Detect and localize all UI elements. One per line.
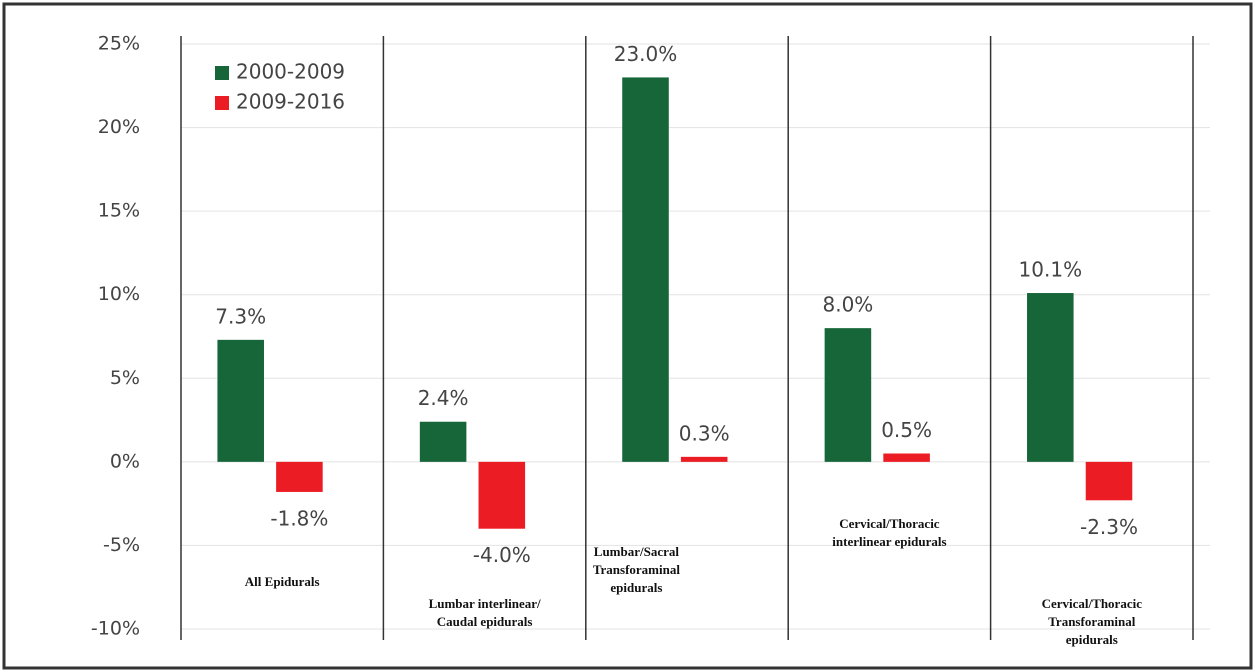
data-label: 10.1% [1019, 258, 1083, 282]
x-tick-label: All Epidurals [245, 574, 320, 589]
bar [217, 339, 264, 462]
x-tick-label: Cervical/Thoracic interlinear epidurals [832, 516, 946, 549]
y-tick-label: 20% [98, 116, 140, 138]
x-tick-label: Lumbar/Sacral Transforaminal epidurals [593, 544, 681, 595]
y-tick-label: 15% [98, 200, 140, 222]
y-tick-label: 10% [98, 283, 140, 305]
bar [1085, 461, 1133, 501]
legend-label: 2009-2016 [236, 90, 345, 114]
x-tick-label: Cervical/Thoracic Transforaminal epidurals [1042, 596, 1143, 647]
y-tick-label: 25% [98, 33, 140, 55]
bar [680, 456, 728, 462]
x-tick-label: Lumbar interlinear/Caudal epidurals [429, 596, 541, 629]
y-tick-label: -5% [103, 534, 140, 556]
y-tick-label: 5% [110, 367, 140, 389]
bar [276, 461, 323, 492]
y-tick-label: 0% [110, 450, 140, 472]
bar [883, 453, 930, 462]
bar [1027, 293, 1074, 462]
y-tick-label: -10% [91, 618, 140, 640]
data-label: 8.0% [823, 293, 874, 317]
data-label: 23.0% [614, 42, 678, 66]
data-label: -2.3% [1080, 515, 1138, 539]
bar [622, 77, 669, 462]
data-label: 2.4% [418, 386, 469, 410]
data-label: -4.0% [473, 543, 531, 567]
legend-label: 2000-2009 [236, 60, 345, 84]
data-label: 0.3% [679, 421, 730, 445]
legend-swatch [215, 96, 229, 110]
data-label: -1.8% [270, 506, 328, 530]
legend-swatch [215, 66, 229, 80]
data-label: 7.3% [215, 304, 266, 328]
bar [478, 461, 526, 529]
bar [824, 328, 872, 462]
bar [419, 421, 467, 462]
data-label: 0.5% [881, 418, 932, 442]
